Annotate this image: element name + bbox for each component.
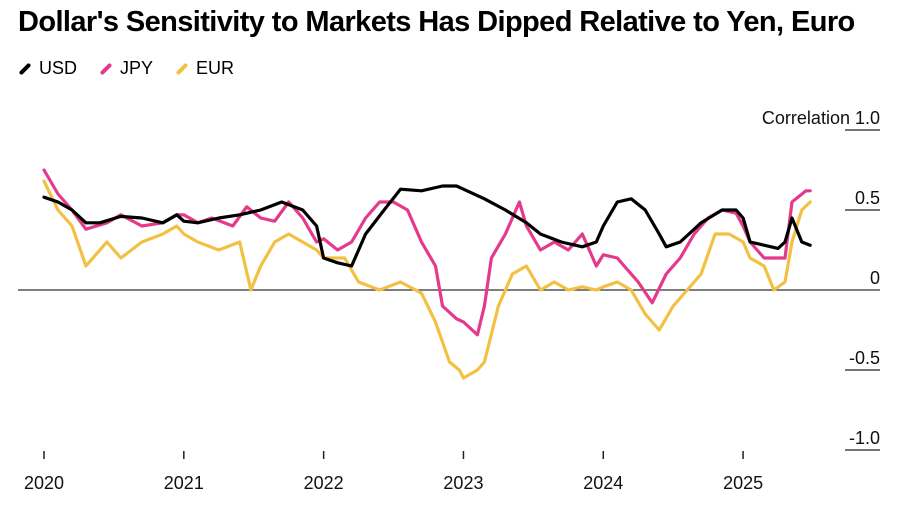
series-line-jpy	[42, 168, 812, 337]
series-line-usd	[42, 184, 812, 268]
y-tick-label: -1.0	[849, 428, 880, 448]
legend: USD JPY EUR	[18, 58, 234, 79]
y-tick-label: -0.5	[849, 348, 880, 368]
y-tick-label: Correlation 1.0	[762, 108, 880, 128]
legend-label-jpy: JPY	[120, 58, 154, 78]
x-tick-label: 2022	[304, 473, 344, 493]
x-tick-label: 2025	[723, 473, 763, 493]
x-tick-label: 2020	[24, 473, 64, 493]
series-line-eur	[42, 179, 812, 380]
x-tick-label: 2024	[583, 473, 623, 493]
legend-item-usd: USD	[18, 58, 77, 79]
x-tick-label: 2021	[164, 473, 204, 493]
y-tick-label: 0	[870, 268, 880, 288]
x-tick-label: 2023	[443, 473, 483, 493]
legend-label-usd: USD	[39, 58, 78, 78]
y-tick-label: 0.5	[855, 188, 880, 208]
legend-item-eur: EUR	[175, 58, 234, 79]
legend-label-eur: EUR	[196, 58, 235, 78]
chart-title: Dollar's Sensitivity to Markets Has Dipp…	[18, 6, 855, 38]
legend-item-jpy: JPY	[99, 58, 153, 79]
